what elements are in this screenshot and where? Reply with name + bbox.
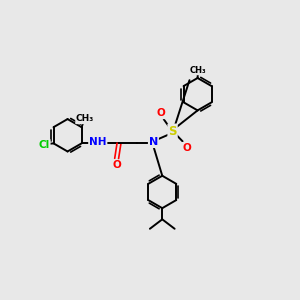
Text: O: O — [112, 160, 121, 170]
Text: Cl: Cl — [38, 140, 50, 150]
Text: CH₃: CH₃ — [76, 114, 94, 123]
Text: O: O — [182, 143, 191, 153]
Text: NH: NH — [89, 136, 106, 147]
Text: CH₃: CH₃ — [190, 66, 206, 75]
Text: S: S — [168, 124, 177, 137]
Text: O: O — [157, 108, 166, 118]
Text: N: N — [149, 137, 158, 147]
